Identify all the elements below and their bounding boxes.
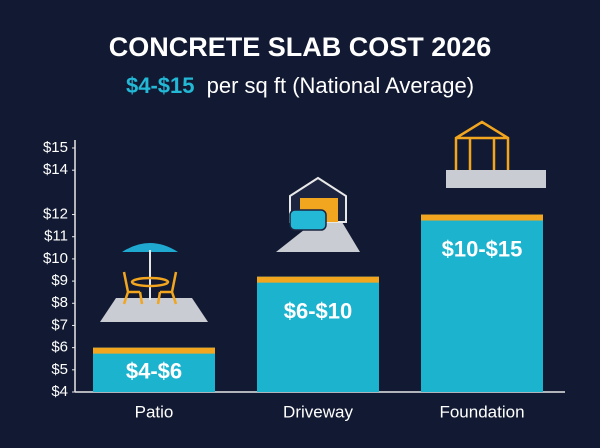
- bar-label: $6-$10: [284, 298, 353, 323]
- bar: [421, 214, 543, 392]
- y-tick-label: $7: [51, 316, 68, 333]
- y-tick-label: $15: [43, 139, 68, 156]
- y-tick-label: $10: [43, 250, 68, 267]
- bar-cap: [257, 276, 379, 283]
- y-tick-label: $14: [43, 161, 68, 178]
- subtitle-text: per sq ft (National Average): [207, 73, 474, 98]
- x-tick-label: Driveway: [283, 402, 353, 421]
- subtitle-price: $4-$15: [126, 73, 195, 98]
- patio-icon: [100, 243, 208, 322]
- y-tick-label: $9: [51, 272, 68, 289]
- x-tick-label: Foundation: [439, 402, 524, 421]
- bar-cap: [421, 214, 543, 221]
- y-tick-label: $8: [51, 294, 68, 311]
- bar: [93, 347, 215, 392]
- chart-title: CONCRETE SLAB COST 2026: [109, 32, 492, 62]
- y-tick-label: $6: [51, 339, 68, 356]
- bar-label: $10-$15: [442, 236, 523, 261]
- y-tick-label: $4: [51, 383, 68, 400]
- y-tick-label: $5: [51, 361, 68, 378]
- bar: [257, 276, 379, 392]
- y-tick-label: $11: [44, 228, 68, 245]
- y-tick-label: $12: [43, 206, 68, 223]
- x-tick-label: Patio: [135, 402, 174, 421]
- driveway-icon: [276, 176, 360, 252]
- bar-cap: [93, 347, 215, 354]
- chart-subtitle: $4-$15 per sq ft (National Average): [126, 73, 474, 98]
- bar-label: $4-$6: [126, 359, 182, 384]
